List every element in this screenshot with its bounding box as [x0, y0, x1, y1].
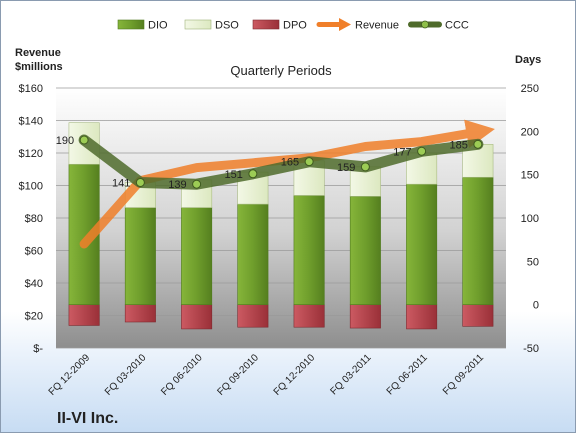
- bar-dio: [181, 207, 213, 305]
- ccc-data-label: 190: [56, 135, 74, 147]
- ccc-marker: [417, 146, 427, 156]
- category-label: FQ 12-2009: [47, 352, 93, 398]
- ccc-path: [78, 134, 484, 190]
- ccc-marker: [304, 157, 314, 167]
- ccc-marker: [192, 179, 202, 189]
- left-tick-label: $140: [19, 116, 43, 128]
- legend-swatch-revenue: [316, 18, 351, 31]
- right-tick-label: 250: [521, 83, 539, 95]
- category-label: FQ 03-2010: [103, 352, 149, 398]
- bar-dio: [293, 195, 325, 305]
- bar-dpo: [462, 304, 494, 327]
- ccc-marker: [79, 135, 89, 145]
- bar-dpo: [124, 304, 156, 323]
- ccc-data-label: 177: [393, 146, 411, 158]
- left-tick-label: $120: [19, 148, 43, 160]
- right-tick-label: 0: [533, 300, 539, 312]
- legend-label-dpo: DPO: [283, 20, 307, 32]
- ccc-data-label: 139: [168, 179, 186, 191]
- ccc-data-label: 165: [281, 157, 299, 169]
- left-tick-label: $160: [19, 83, 43, 95]
- right-axis-title: Days: [515, 54, 541, 66]
- bar-dpo: [406, 304, 438, 330]
- ccc-marker: [360, 162, 370, 172]
- bar-dpo: [349, 304, 381, 329]
- category-label: FQ 12-2010: [272, 352, 318, 398]
- data-labels: 190 141 139 151 165 159 177 185: [56, 135, 468, 191]
- bar-dpo: [237, 304, 269, 328]
- ccc-data-label: 141: [112, 177, 130, 189]
- left-tick-label: $100: [19, 181, 43, 193]
- left-tick-label: $40: [25, 278, 43, 290]
- ccc-data-label: 151: [225, 169, 243, 181]
- right-tick-label: 200: [521, 126, 539, 138]
- left-axis-title-line2: $millions: [15, 61, 63, 73]
- bar-dio: [406, 183, 438, 305]
- bar-dio: [462, 176, 494, 305]
- left-tick-label: $-: [33, 343, 43, 355]
- bar-dpo: [68, 304, 100, 326]
- category-label: FQ 09-2011: [441, 352, 486, 397]
- bar-dio: [124, 207, 156, 305]
- legend-swatch-ccc: [408, 20, 442, 29]
- ccc-marker: [135, 177, 145, 187]
- chart-title: Quarterly Periods: [230, 63, 332, 78]
- category-label: FQ 06-2011: [385, 352, 430, 397]
- legend-label-dso: DSO: [215, 20, 239, 32]
- bar-dio: [349, 196, 381, 305]
- left-axis-ticks: $- $20 $40 $60 $80 $100 $120 $140 $160: [19, 83, 44, 355]
- legend-label-revenue: Revenue: [355, 20, 399, 32]
- right-tick-label: 50: [527, 256, 539, 268]
- legend-swatch-dso: [184, 19, 212, 30]
- category-label: FQ 06-2010: [159, 352, 205, 398]
- company-name: II-VI Inc.: [57, 410, 118, 427]
- left-tick-label: $20: [25, 311, 43, 323]
- legend-swatch-dio: [117, 19, 145, 30]
- right-tick-label: 150: [521, 170, 539, 182]
- left-axis-title-line1: Revenue: [15, 47, 61, 59]
- bar-dio: [237, 203, 269, 305]
- left-tick-label: $60: [25, 246, 43, 258]
- legend-label-dio: DIO: [148, 20, 168, 32]
- category-label: FQ 09-2010: [215, 352, 261, 398]
- right-axis-ticks: -50 0 50 100 150 200 250: [521, 83, 539, 355]
- category-labels: FQ 12-2009 FQ 03-2010 FQ 06-2010 FQ 09-2010…: [47, 352, 487, 398]
- left-tick-label: $80: [25, 213, 43, 225]
- right-tick-label: 100: [521, 213, 539, 225]
- ccc-marker: [473, 139, 483, 149]
- legend-label-ccc: CCC: [445, 20, 469, 32]
- ccc-data-label: 159: [337, 162, 355, 174]
- ccc-line: [78, 134, 484, 190]
- legend-swatch-dpo: [252, 19, 280, 30]
- bar-dpo: [181, 304, 213, 330]
- legend: DIO DSO DPO Revenue CCC: [117, 18, 469, 32]
- right-tick-label: -50: [523, 343, 539, 355]
- category-label: FQ 03-2011: [329, 352, 374, 397]
- bar-dpo: [293, 304, 325, 328]
- ccc-marker: [248, 169, 258, 179]
- ccc-data-label: 185: [450, 139, 468, 151]
